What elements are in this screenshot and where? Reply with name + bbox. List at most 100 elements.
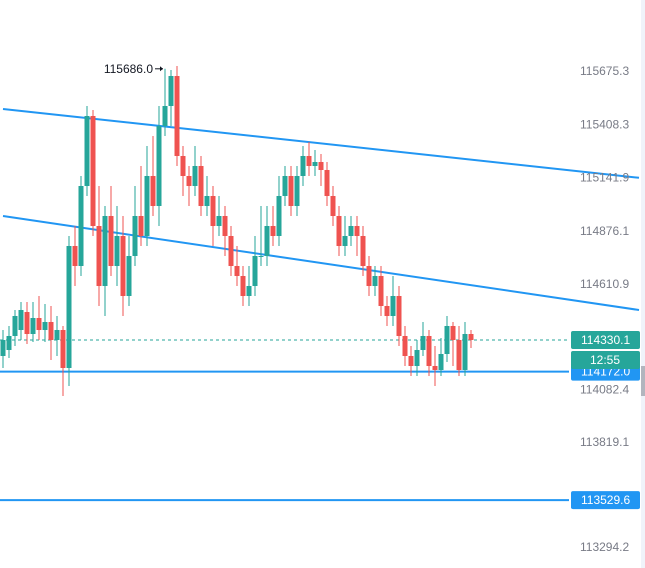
candle-body <box>306 156 312 166</box>
candle-body <box>180 156 186 176</box>
price-scale-scroll-handle[interactable] <box>641 366 645 396</box>
candle-body <box>246 286 252 296</box>
candle-body <box>120 236 126 296</box>
price-axis-tick: 115408.3 <box>580 117 629 131</box>
candle-body <box>144 176 150 236</box>
price-axis: 115675.3 115408.3 115141.9 114876.1 114610.9… <box>580 64 629 554</box>
price-axis-tick: 114876.1 <box>580 224 629 238</box>
candle-body <box>372 276 378 286</box>
candle-body <box>66 246 72 368</box>
candle-body <box>192 166 198 186</box>
candle-body <box>156 126 162 206</box>
chart-top-bar <box>0 0 645 30</box>
candle-body <box>84 116 90 186</box>
countdown-tag-bg <box>571 350 640 369</box>
last-price-tag-text: 114330.1 <box>581 333 630 347</box>
candle-body <box>258 256 264 257</box>
candle-body <box>72 246 78 266</box>
candle-body <box>450 326 456 340</box>
candle-body <box>324 170 330 196</box>
candle-body <box>282 176 288 196</box>
candle-body <box>354 226 360 236</box>
candle-body <box>252 256 258 286</box>
candle-body <box>468 334 474 340</box>
candle-body <box>396 296 402 336</box>
candle-body <box>18 310 24 330</box>
candle-body <box>0 340 6 356</box>
candle-body <box>186 176 192 186</box>
candle-body <box>132 216 138 256</box>
candle-body <box>432 366 438 370</box>
candle-body <box>78 186 84 266</box>
candles-layer: 115686.0 <box>0 62 474 396</box>
candle-body <box>348 226 354 236</box>
candle-body <box>264 226 270 256</box>
candle-body <box>6 336 12 350</box>
candle-body <box>102 216 108 286</box>
countdown-tag-text: 12:55 <box>590 353 620 367</box>
horizontal-line-price-tag-bg <box>571 491 640 510</box>
candle-body <box>318 162 324 170</box>
price-axis-tick: 114610.9 <box>580 277 629 291</box>
candle-body <box>216 216 222 226</box>
candle-body <box>168 76 174 106</box>
horizontal-line-price-tag-text: 113529.6 <box>581 493 630 507</box>
price-chart[interactable]: 115686.0 115675.3 115408.3 115141.9 114876.… <box>0 30 645 568</box>
candle-body <box>444 326 450 354</box>
candle-body <box>240 276 246 296</box>
candle-body <box>126 256 132 296</box>
candle-body <box>12 316 18 336</box>
candle-body <box>108 216 114 266</box>
candle-body <box>294 176 300 206</box>
candle-body <box>24 312 30 334</box>
candle-body <box>312 162 318 166</box>
candle-body <box>30 318 36 334</box>
candle-body <box>342 236 348 246</box>
candle-body <box>138 216 144 236</box>
candle-body <box>162 106 168 126</box>
candle-body <box>90 116 96 226</box>
high-price-arrow-head <box>160 66 163 72</box>
candle-body <box>456 340 462 370</box>
candle-body <box>54 330 60 340</box>
candle-body <box>426 336 432 366</box>
candle-body <box>114 236 120 266</box>
last-price-tag-bg <box>571 330 640 349</box>
price-axis-tick: 113294.2 <box>580 540 629 554</box>
candle-body <box>198 166 204 206</box>
candle-body <box>288 176 294 206</box>
candle-body <box>420 336 426 350</box>
candle-body <box>366 266 372 286</box>
candle-body <box>204 196 210 206</box>
price-scale-scrollbar[interactable] <box>641 0 645 568</box>
candle-body <box>438 354 444 370</box>
candle-body <box>336 216 342 246</box>
candle-body <box>270 226 276 236</box>
candle-body <box>360 236 366 266</box>
candle-body <box>378 276 384 306</box>
candle-body <box>402 336 408 356</box>
candle-body <box>390 296 396 316</box>
candle-body <box>174 76 180 156</box>
candle-body <box>150 176 156 206</box>
candle-body <box>300 156 306 176</box>
candle-body <box>414 350 420 366</box>
trendline-upper-channel <box>2 108 640 179</box>
candle-body <box>276 196 282 236</box>
candle-body <box>48 322 54 340</box>
candle-body <box>384 306 390 316</box>
high-price-label: 115686.0 <box>104 62 153 76</box>
candle-body <box>330 196 336 216</box>
candle-body <box>408 356 414 366</box>
candle-body <box>36 318 42 330</box>
candle-body <box>60 330 66 368</box>
price-axis-tick: 113819.1 <box>580 435 629 449</box>
price-axis-tick: 114082.4 <box>580 383 629 397</box>
candle-body <box>42 322 48 330</box>
price-axis-tick: 115675.3 <box>580 64 629 78</box>
price-axis-tick: 115141.9 <box>580 171 629 185</box>
candle-body <box>96 226 102 286</box>
candle-body <box>234 266 240 276</box>
candle-body <box>222 216 228 236</box>
